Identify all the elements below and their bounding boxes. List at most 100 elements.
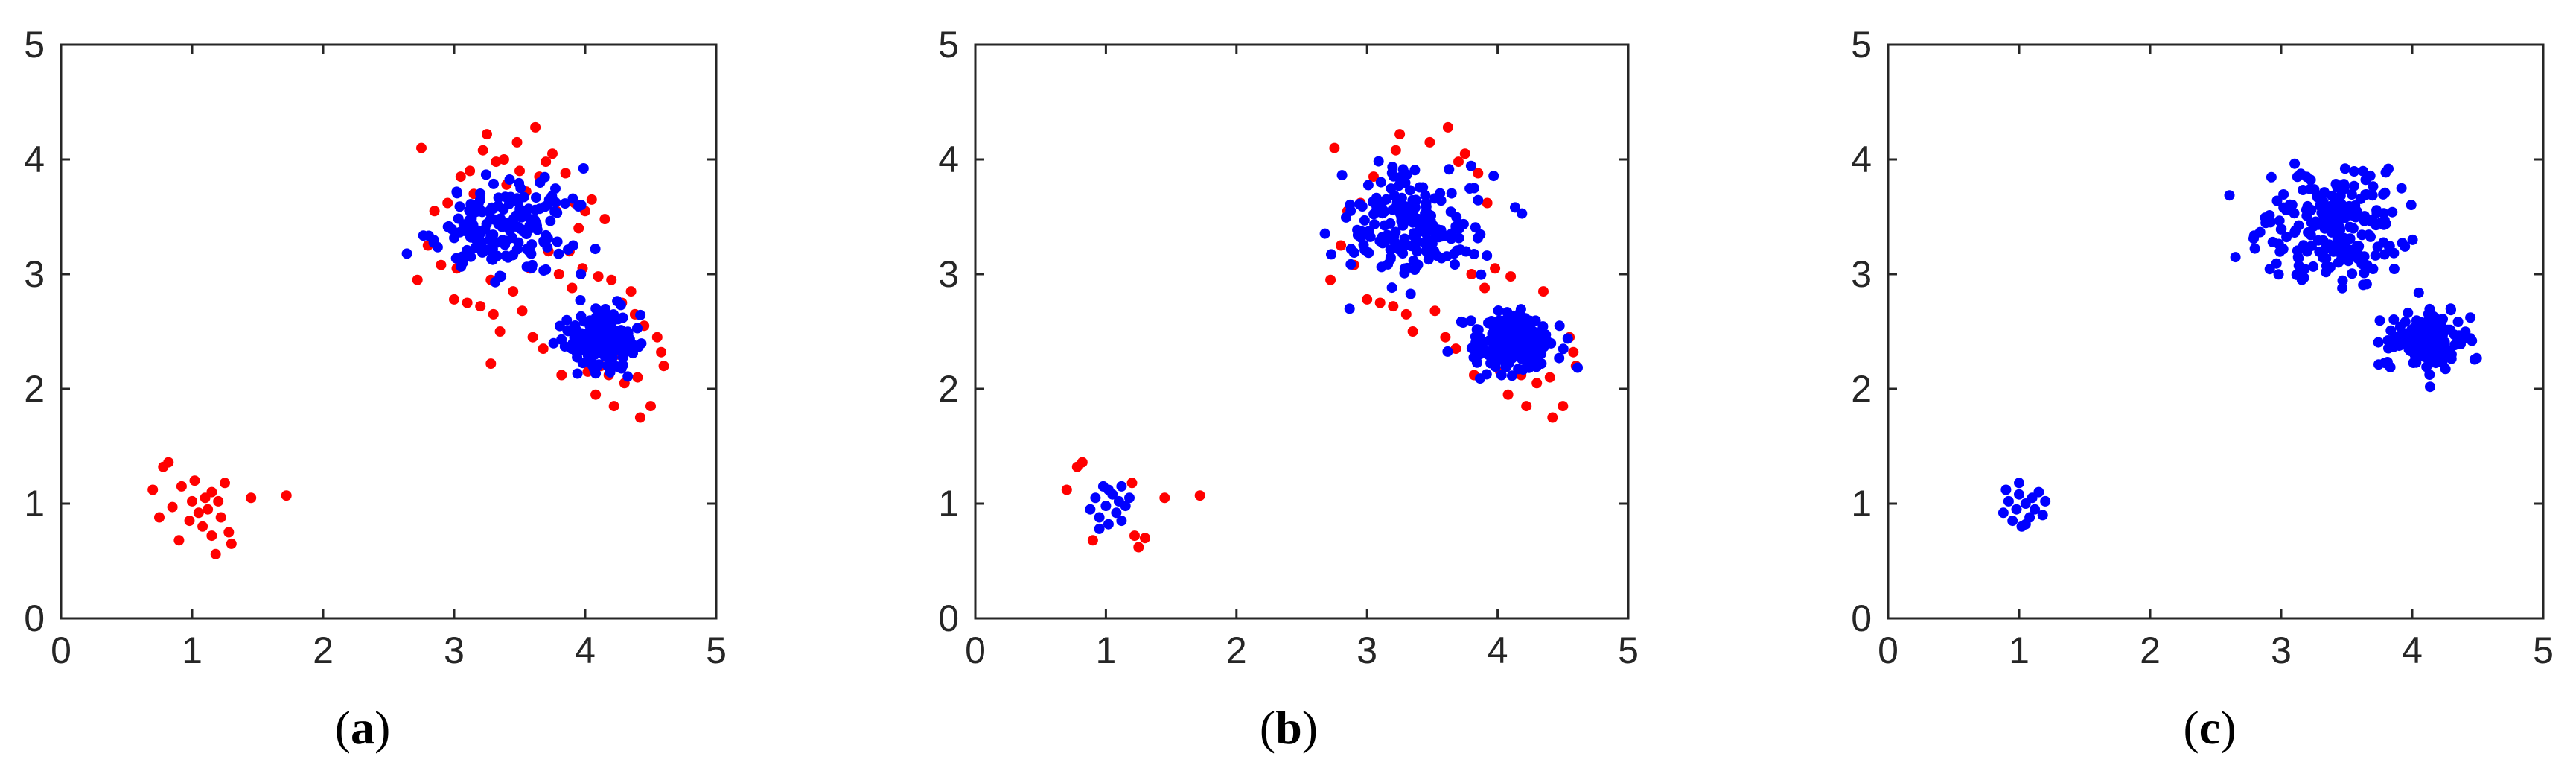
blue-point [1377, 197, 1388, 208]
red-point [412, 274, 423, 285]
blue-point [590, 311, 602, 323]
blue-point [2413, 287, 2424, 298]
red-point [1133, 542, 1144, 553]
blue-point [1362, 180, 1374, 191]
blue-point [1493, 305, 1504, 316]
red-point [416, 142, 427, 153]
blue-point [1468, 249, 1479, 259]
red-point [511, 136, 523, 148]
blue-point [500, 239, 511, 250]
red-point [553, 269, 564, 279]
x-tick-label: 1 [182, 630, 203, 671]
blue-point [1409, 229, 1420, 241]
blue-point [1363, 247, 1374, 259]
axes-box [1887, 43, 2545, 620]
red-point [429, 206, 440, 217]
x-tick-label: 4 [575, 630, 596, 671]
data-points [147, 121, 669, 559]
blue-point [1421, 197, 1432, 209]
data-points [1998, 158, 2482, 532]
blue-point [475, 188, 486, 199]
red-point [1407, 326, 1418, 337]
blue-point [2330, 179, 2341, 189]
blue-point [1103, 519, 1114, 530]
blue-point [2337, 282, 2348, 294]
blue-point [2365, 170, 2376, 181]
blue-point [2414, 337, 2425, 349]
red-point [465, 165, 476, 177]
red-point [590, 389, 602, 400]
blue-point [2344, 233, 2356, 244]
axes-box [974, 43, 1630, 620]
blue-point [1438, 229, 1449, 241]
blue-point [508, 213, 519, 224]
blue-point [1546, 337, 1557, 349]
blue-point [531, 192, 541, 203]
blue-point [1387, 204, 1398, 215]
blue-point [494, 270, 506, 282]
x-tick-label: 0 [965, 630, 986, 671]
red-point [1061, 484, 1072, 495]
blue-point [2446, 305, 2456, 316]
blue-point [2291, 269, 2302, 280]
y-tick-label: 0 [1851, 597, 1872, 639]
x-tick-label: 5 [2533, 630, 2554, 671]
red-point [1329, 142, 1340, 153]
blue-point [1354, 199, 1365, 209]
blue-point [2274, 246, 2286, 257]
red-point [147, 484, 159, 495]
red-point [625, 286, 637, 297]
x-tick-label: 0 [51, 630, 71, 671]
blue-point [599, 336, 610, 347]
red-point [1521, 401, 1532, 412]
x-tick-label: 2 [313, 630, 334, 671]
blue-point [432, 241, 443, 253]
blue-point [1094, 512, 1105, 523]
blue-point [2014, 489, 2024, 500]
red-point [1473, 168, 1484, 179]
blue-point [2403, 307, 2414, 318]
red-point [541, 156, 552, 168]
blue-point [1517, 314, 1528, 325]
red-point [567, 282, 578, 294]
blue-point [615, 299, 626, 311]
red-point [514, 165, 525, 177]
blue-point [1090, 492, 1101, 504]
blue-point [517, 208, 529, 219]
blue-point [2403, 334, 2414, 346]
blue-point [1085, 504, 1096, 515]
blue-point [1368, 209, 1380, 220]
red-point [462, 297, 473, 308]
blue-point [572, 348, 582, 359]
blue-point [1473, 194, 1484, 206]
blue-point [532, 224, 543, 235]
blue-point [1319, 228, 1330, 239]
blue-point [2033, 486, 2044, 498]
red-point [1450, 343, 1461, 355]
red-point [485, 358, 497, 370]
blue-point [1476, 335, 1487, 346]
blue-point [2224, 190, 2235, 201]
blue-point [567, 193, 578, 204]
blue-point [1397, 243, 1408, 254]
blue-point [511, 193, 523, 204]
blue-point [2003, 495, 2014, 507]
blue-point [585, 334, 596, 346]
red-point [1479, 282, 1491, 294]
red-point [482, 129, 492, 140]
blue-point [1396, 215, 1407, 226]
blue-point [1998, 507, 2009, 519]
blue-point [1517, 208, 1528, 219]
blue-point [1407, 217, 1418, 228]
blue-point [2289, 208, 2300, 219]
blue-point [2471, 352, 2482, 364]
red-point [508, 286, 519, 297]
red-point [632, 372, 643, 383]
blue-point [578, 163, 589, 174]
blue-point [575, 295, 586, 305]
blue-point [2361, 189, 2372, 200]
red-point [203, 504, 214, 515]
blue-point [2371, 205, 2382, 216]
blue-point [2284, 199, 2295, 210]
blue-point [1402, 262, 1412, 273]
